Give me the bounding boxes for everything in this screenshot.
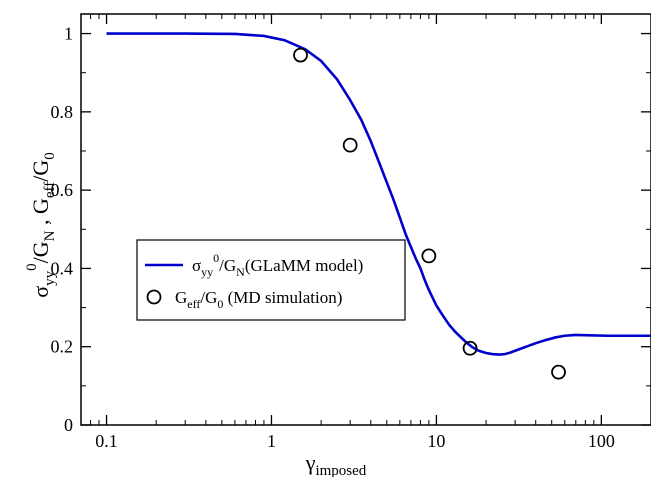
y-tick-label: 0.2: [51, 337, 74, 357]
x-tick-label: 100: [588, 431, 615, 451]
md-data-point: [421, 248, 437, 264]
md-data-point: [293, 47, 308, 63]
x-tick-label: 1: [267, 431, 276, 451]
md-data-point: [342, 137, 358, 153]
md-data-point: [551, 364, 566, 380]
md-simulation-points: [293, 47, 566, 380]
y-tick-label: 0: [64, 415, 73, 435]
plot-frame: [80, 13, 651, 426]
y-axis-title: σyy0/GN , Geff/G0: [24, 152, 58, 297]
y-tick-label: 0.4: [51, 258, 74, 278]
legend-entry-md: Geff/G0 (MD simulation): [175, 288, 342, 311]
x-tick-label: 0.1: [95, 431, 118, 451]
glamm-model-line: [106, 32, 651, 356]
legend-marker-swatch: [146, 289, 162, 305]
legend-entry-model: σyy0/GN(GLaMM model): [192, 251, 363, 279]
legend: σyy0/GN(GLaMM model) Geff/G0 (MD simulat…: [136, 239, 406, 321]
x-axis-title: γimposed: [305, 450, 367, 477]
md-data-point: [462, 340, 478, 356]
y-tick-label: 0.8: [51, 102, 74, 122]
y-tick-label: 0.6: [51, 180, 74, 200]
ticks-layer: 0.1 1 10 100 0 0.2 0.4 0.6 0.8 1: [51, 14, 651, 451]
x-tick-label: 10: [427, 431, 445, 451]
y-tick-label: 1: [64, 24, 73, 44]
legend-box: [136, 239, 406, 321]
